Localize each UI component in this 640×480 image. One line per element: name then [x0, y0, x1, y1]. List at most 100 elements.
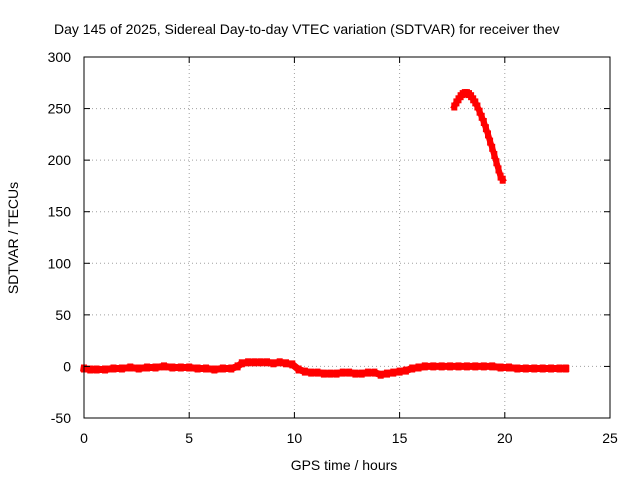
y-tick-label: 200: [48, 152, 72, 168]
x-tick-label: 10: [287, 430, 303, 446]
data-point: [177, 363, 184, 372]
data-point: [245, 358, 252, 367]
data-point: [474, 102, 481, 111]
data-point: [339, 368, 346, 377]
data-point: [219, 364, 226, 373]
data-point: [87, 365, 94, 374]
data-point: [409, 364, 416, 373]
data-point: [358, 369, 365, 378]
x-tick-label: 15: [392, 430, 408, 446]
data-point: [472, 98, 479, 107]
data-point: [487, 137, 494, 146]
data-point: [447, 362, 454, 371]
data-point: [238, 359, 245, 368]
data-point: [482, 124, 489, 133]
data-point: [270, 359, 277, 368]
data-point: [495, 165, 502, 174]
data-point: [314, 368, 321, 377]
data-point: [169, 363, 176, 372]
data-point: [480, 362, 487, 371]
data-point: [463, 362, 470, 371]
data-point: [402, 366, 409, 375]
data-point: [415, 363, 422, 372]
data-point: [531, 364, 538, 373]
chart-title: Day 145 of 2025, Sidereal Day-to-day VTE…: [54, 21, 560, 37]
data-point: [365, 368, 371, 377]
y-axis-label: SDTVAR / TECUs: [5, 182, 21, 294]
data-point: [499, 175, 506, 184]
data-point: [556, 364, 563, 373]
y-tick-label: 150: [48, 204, 72, 220]
data-point: [485, 130, 491, 139]
data-point: [455, 362, 462, 371]
data-point: [438, 362, 445, 371]
series-layer: [79, 89, 570, 379]
data-point: [489, 143, 496, 152]
y-tick-label: 50: [55, 307, 71, 323]
data-point: [211, 365, 218, 374]
data-point: [480, 118, 487, 126]
data-point: [102, 365, 108, 374]
data-point: [390, 368, 397, 377]
data-point: [472, 362, 479, 371]
data-point: [257, 358, 264, 367]
data-point: [514, 364, 521, 373]
data-point: [451, 102, 458, 111]
data-point: [301, 367, 308, 376]
data-point: [144, 363, 151, 372]
data-point: [497, 363, 504, 372]
data-point: [333, 369, 340, 378]
grid-lines: [84, 57, 610, 418]
data-point: [308, 368, 315, 377]
data-point: [476, 107, 483, 116]
data-point: [283, 359, 289, 368]
data-point: [371, 368, 378, 377]
data-point: [320, 369, 327, 378]
data-point: [93, 365, 100, 374]
data-point: [264, 358, 270, 367]
data-point: [493, 158, 500, 167]
data-point: [135, 364, 142, 373]
data-point: [539, 364, 546, 373]
x-tick-label: 25: [602, 430, 618, 446]
y-tick-label: 0: [63, 358, 71, 374]
data-point: [251, 358, 258, 367]
y-tick-label: 250: [48, 101, 72, 117]
x-tick-label: 20: [497, 430, 513, 446]
data-point: [489, 362, 496, 371]
plot-frame: [83, 56, 611, 419]
data-point: [203, 364, 209, 373]
tick-labels: 0 5 10 15 20 25 -50 0 50 100 150 200 250 300: [48, 49, 618, 446]
data-point: [396, 367, 403, 376]
data-point: [327, 369, 334, 378]
data-point: [491, 151, 498, 159]
y-tick-label: 300: [48, 49, 72, 65]
data-point: [478, 112, 485, 121]
x-tick-label: 5: [185, 430, 193, 446]
data-point: [118, 364, 125, 373]
data-point: [430, 362, 437, 371]
data-point: [194, 364, 201, 373]
axis-ticks: [83, 56, 611, 419]
data-point: [377, 370, 384, 379]
data-point: [127, 363, 134, 372]
data-point: [548, 364, 555, 373]
data-point: [295, 365, 302, 374]
data-point: [234, 362, 241, 371]
data-point: [346, 368, 353, 377]
y-tick-label: -50: [51, 410, 71, 426]
data-point: [421, 362, 428, 371]
data-point: [186, 363, 193, 372]
data-point: [152, 363, 159, 372]
data-point: [276, 358, 283, 367]
x-axis-label: GPS time / hours: [291, 457, 398, 473]
data-point: [384, 369, 390, 378]
data-point: [562, 364, 569, 373]
data-point: [289, 360, 296, 369]
data-point: [352, 369, 359, 378]
y-tick-label: 100: [48, 255, 72, 271]
x-tick-label: 0: [80, 430, 88, 446]
data-point: [228, 364, 235, 373]
data-point: [506, 363, 512, 372]
